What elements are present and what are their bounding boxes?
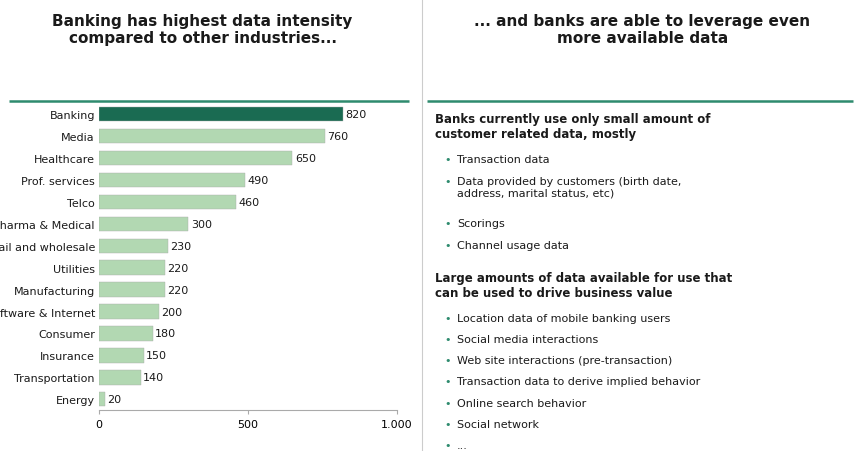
Text: •: • bbox=[443, 219, 450, 229]
Text: 180: 180 bbox=[155, 329, 176, 339]
Text: Large amounts of data available for use that
can be used to drive business value: Large amounts of data available for use … bbox=[435, 271, 732, 299]
Text: •: • bbox=[443, 440, 450, 450]
Text: Social network: Social network bbox=[456, 419, 538, 429]
Text: 150: 150 bbox=[146, 351, 167, 361]
Text: 760: 760 bbox=[327, 132, 348, 142]
Text: 200: 200 bbox=[161, 307, 182, 317]
Bar bbox=[99, 173, 245, 188]
Text: Online search behavior: Online search behavior bbox=[456, 398, 585, 408]
Bar bbox=[99, 152, 292, 166]
Text: 20: 20 bbox=[108, 395, 121, 405]
Bar bbox=[99, 283, 164, 297]
Text: 460: 460 bbox=[238, 198, 259, 207]
Text: •: • bbox=[443, 355, 450, 365]
Bar bbox=[99, 261, 164, 275]
Text: 220: 220 bbox=[167, 263, 188, 273]
Bar bbox=[99, 392, 105, 407]
Bar bbox=[99, 195, 236, 209]
Text: •: • bbox=[443, 241, 450, 251]
Text: 300: 300 bbox=[190, 219, 212, 229]
Bar bbox=[99, 349, 144, 363]
Bar bbox=[99, 239, 167, 253]
Text: •: • bbox=[443, 377, 450, 387]
Text: •: • bbox=[443, 313, 450, 323]
Bar bbox=[99, 305, 158, 319]
Text: •: • bbox=[443, 334, 450, 344]
Bar bbox=[99, 129, 325, 144]
Text: Scorings: Scorings bbox=[456, 219, 504, 229]
Text: •: • bbox=[443, 177, 450, 187]
Text: ... and banks are able to leverage even
more available data: ... and banks are able to leverage even … bbox=[474, 14, 809, 46]
Text: Channel usage data: Channel usage data bbox=[456, 241, 568, 251]
Text: Data provided by customers (birth date,
address, marital status, etc): Data provided by customers (birth date, … bbox=[456, 177, 680, 198]
Text: 220: 220 bbox=[167, 285, 188, 295]
Text: Web site interactions (pre-transaction): Web site interactions (pre-transaction) bbox=[456, 355, 672, 365]
Bar bbox=[99, 327, 152, 341]
Text: 490: 490 bbox=[247, 175, 268, 185]
Text: 140: 140 bbox=[143, 373, 164, 382]
Text: Social media interactions: Social media interactions bbox=[456, 334, 598, 344]
Bar bbox=[99, 370, 140, 385]
Text: 820: 820 bbox=[345, 110, 366, 120]
Text: •: • bbox=[443, 398, 450, 408]
Text: 230: 230 bbox=[170, 241, 191, 251]
Text: Location data of mobile banking users: Location data of mobile banking users bbox=[456, 313, 670, 323]
Text: Transaction data to derive implied behavior: Transaction data to derive implied behav… bbox=[456, 377, 699, 387]
Bar bbox=[99, 108, 343, 122]
Text: •: • bbox=[443, 155, 450, 165]
Bar bbox=[99, 217, 188, 231]
Text: •: • bbox=[443, 419, 450, 429]
Text: 650: 650 bbox=[294, 153, 315, 163]
Text: Transaction data: Transaction data bbox=[456, 155, 548, 165]
Text: ...: ... bbox=[456, 440, 468, 450]
Text: Banks currently use only small amount of
customer related data, mostly: Banks currently use only small amount of… bbox=[435, 113, 710, 141]
Text: Banking has highest data intensity
compared to other industries...: Banking has highest data intensity compa… bbox=[53, 14, 352, 46]
